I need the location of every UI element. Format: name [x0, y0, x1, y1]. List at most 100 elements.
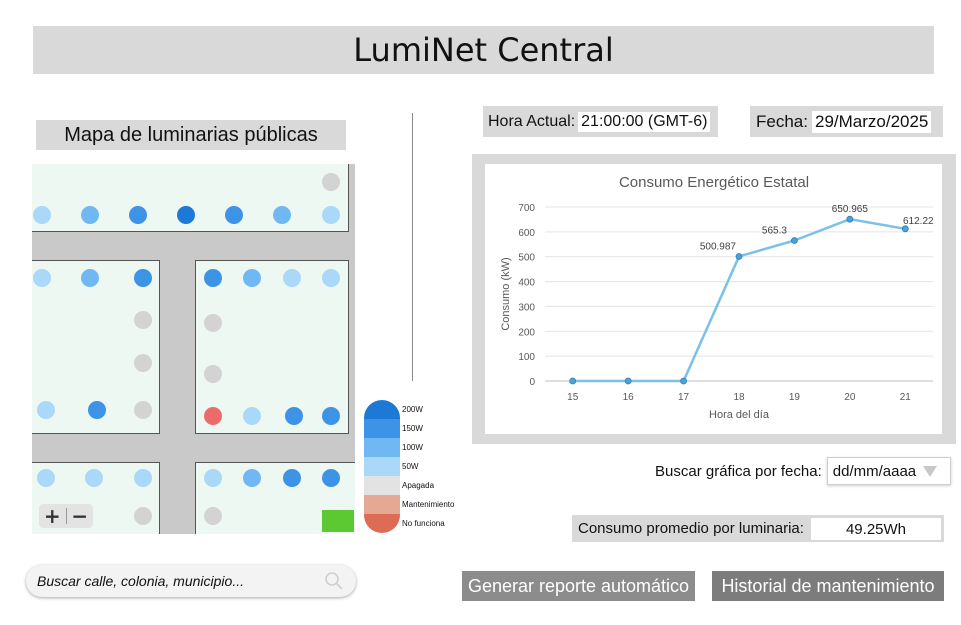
data-point [791, 237, 798, 244]
legend-swatch [364, 438, 400, 458]
streetlight-50w[interactable] [33, 269, 51, 287]
streetlight-150w[interactable] [129, 206, 147, 224]
chart-title: Consumo Energético Estatal [619, 174, 809, 191]
streetlight-50w[interactable] [37, 401, 55, 419]
streetlight-not-working[interactable] [204, 407, 222, 425]
time-label: Hora Actual: [488, 112, 576, 130]
map-green-marker [322, 510, 354, 532]
avg-consumption-label: Consumo promedio por luminaria: [578, 520, 804, 537]
streetlight-150w[interactable] [322, 407, 340, 425]
map-search-input[interactable] [37, 573, 317, 589]
legend-label: 200W [402, 405, 423, 414]
data-point [901, 225, 909, 233]
streetlight-50w[interactable] [134, 469, 152, 487]
chart-date-search: Buscar gráfica por fecha: dd/mm/aaaa [655, 457, 951, 485]
x-tick-label: 17 [678, 392, 690, 403]
streetlight-150w[interactable] [283, 469, 301, 487]
chart-frame: Consumo Energético Estatal 0 100 200 300 400 5… [472, 154, 956, 444]
map-block [195, 260, 349, 434]
streetlight-off[interactable] [322, 173, 340, 191]
date-value: 29/Marzo/2025 [811, 110, 932, 133]
zoom-out-button[interactable]: − [71, 504, 89, 528]
streetlight-100w[interactable] [243, 469, 261, 487]
y-tick-label: 300 [518, 302, 535, 313]
streetlight-off[interactable] [134, 507, 152, 525]
streetlight-off[interactable] [204, 507, 222, 525]
x-tick-label: 16 [623, 392, 635, 403]
streetlight-50w[interactable] [322, 206, 340, 224]
chart-panel: Consumo Energético Estatal 0 100 200 300 400 5… [485, 164, 942, 434]
legend-swatch [364, 514, 400, 533]
legend-swatch [364, 495, 400, 515]
x-tick-label: 18 [733, 392, 745, 403]
map-title: Mapa de luminarias públicas [36, 120, 346, 150]
streetlight-50w[interactable] [33, 206, 51, 224]
current-date-box: Fecha: 29/Marzo/2025 [750, 106, 943, 137]
legend-label: Apagada [402, 481, 435, 490]
streetlight-off[interactable] [134, 311, 152, 329]
legend-swatch [364, 400, 400, 420]
data-label: 500.987 [700, 241, 737, 252]
streetlight-off[interactable] [134, 401, 152, 419]
y-tick-label: 500 [518, 253, 535, 264]
streetlight-50w[interactable] [204, 469, 222, 487]
data-label: 612.22 [903, 216, 934, 227]
streetlight-100w[interactable] [273, 206, 291, 224]
x-tick-label: 15 [567, 392, 579, 403]
data-point [735, 253, 743, 260]
dropdown-arrow-icon[interactable] [923, 465, 938, 477]
x-tick-label: 20 [844, 392, 856, 403]
legend-swatch [364, 457, 400, 477]
legend-label: Mantenimiento [402, 500, 455, 509]
streetlight-50w[interactable] [283, 269, 301, 287]
streetlight-off[interactable] [134, 354, 152, 372]
legend-label: 150W [402, 424, 423, 433]
streetlight-50w[interactable] [37, 469, 55, 487]
streetlight-150w[interactable] [225, 206, 243, 224]
streetlight-200w[interactable] [177, 206, 195, 224]
data-point [846, 215, 854, 223]
date-picker-input[interactable]: dd/mm/aaaa [826, 457, 951, 485]
energy-line-chart: Consumo Energético Estatal 0 100 200 300 400 5… [500, 174, 934, 421]
streetlight-150w[interactable] [285, 407, 303, 425]
streetlight-150w[interactable] [134, 269, 152, 287]
streetlight-100w[interactable] [81, 269, 99, 287]
y-tick-label: 400 [518, 278, 535, 289]
x-tick-label: 21 [900, 392, 912, 403]
streetlight-off[interactable] [204, 314, 222, 332]
app-title: LumiNet Central [353, 31, 614, 69]
streetlight-50w[interactable] [243, 407, 261, 425]
data-point [624, 377, 632, 385]
streetlight-50w[interactable] [322, 269, 340, 287]
streetlight-off[interactable] [204, 365, 222, 383]
data-label: 565.3 [762, 225, 787, 236]
data-label: 650.965 [832, 204, 869, 215]
zoom-in-button[interactable]: + [43, 504, 61, 528]
legend-label: No funciona [402, 519, 445, 528]
app-title-bar: LumiNet Central [33, 26, 934, 74]
streetlight-150w[interactable] [88, 401, 106, 419]
search-date-label: Buscar gráfica por fecha: [655, 462, 822, 480]
y-tick-label: 100 [518, 352, 535, 363]
series-line [572, 217, 906, 383]
streetlight-150w[interactable] [322, 469, 340, 487]
date-label: Fecha: [756, 111, 808, 131]
streetlight-map[interactable]: + − [32, 164, 355, 534]
zoom-control: + − [39, 504, 93, 528]
generate-report-button[interactable]: Generar reporte automático [462, 571, 695, 601]
streetlight-150w[interactable] [204, 269, 222, 287]
legend-color-stack [364, 400, 400, 533]
zoom-divider [65, 508, 67, 524]
streetlight-100w[interactable] [81, 206, 99, 224]
data-point [569, 377, 577, 385]
time-value: 21:00:00 (GMT-6) [578, 111, 711, 132]
streetlight-50w[interactable] [85, 469, 103, 487]
avg-consumption-box: Consumo promedio por luminaria: 49.25Wh [572, 515, 944, 542]
maintenance-history-button[interactable]: Historial de mantenimiento [712, 571, 944, 601]
search-icon[interactable] [324, 571, 344, 591]
x-axis-label: Hora del día [709, 409, 770, 421]
streetlight-100w[interactable] [243, 269, 261, 287]
x-tick-label: 19 [789, 392, 801, 403]
map-search-bar [26, 565, 356, 597]
date-placeholder: dd/mm/aaaa [832, 462, 917, 480]
